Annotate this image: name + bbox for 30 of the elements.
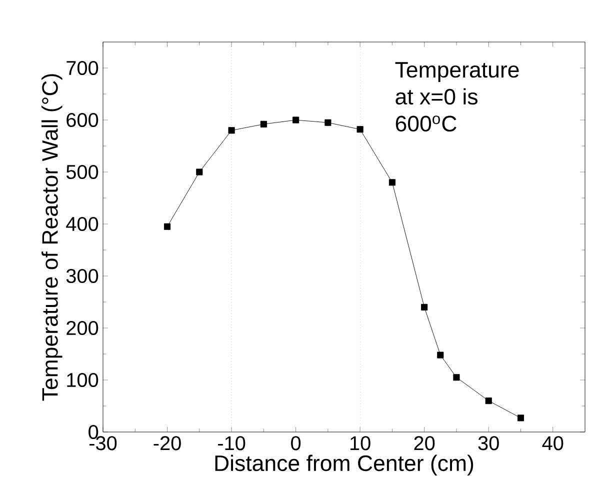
annotation: Temperature at x=0 is 600$^{o}$C xyxy=(395,62,519,132)
x-tick-label: 30 xyxy=(478,436,499,450)
x-tick-label: 0 xyxy=(291,436,301,450)
y-tick-label: 200 xyxy=(66,320,98,336)
point xyxy=(421,304,428,310)
point xyxy=(292,116,300,124)
y-tick-label: 700 xyxy=(66,60,98,76)
point xyxy=(164,223,171,230)
x-tick-label: 10 xyxy=(350,436,370,450)
point xyxy=(196,168,203,176)
y-tick-label: 300 xyxy=(66,268,98,284)
point xyxy=(485,398,492,404)
point xyxy=(453,374,460,381)
x-tick-label: 20 xyxy=(414,436,435,450)
x-tick-label: 40 xyxy=(542,436,564,450)
y-tick-label: 100 xyxy=(67,372,98,388)
point xyxy=(324,119,332,126)
point xyxy=(517,414,524,422)
y-tick-label: 400 xyxy=(66,216,98,232)
y-axis-title: Temperature of Reactor Wall (°C) xyxy=(42,74,62,401)
point xyxy=(228,127,235,134)
point xyxy=(260,120,267,128)
x-tick-label: -10 xyxy=(218,436,246,450)
point xyxy=(356,126,364,133)
x-axis-title: Distance from Center (cm) xyxy=(215,454,474,476)
point xyxy=(437,352,444,358)
x-tick-label: -20 xyxy=(154,436,181,450)
y-tick-label: 500 xyxy=(66,164,98,180)
y-tick-label: 600 xyxy=(66,112,98,128)
point xyxy=(388,179,396,186)
